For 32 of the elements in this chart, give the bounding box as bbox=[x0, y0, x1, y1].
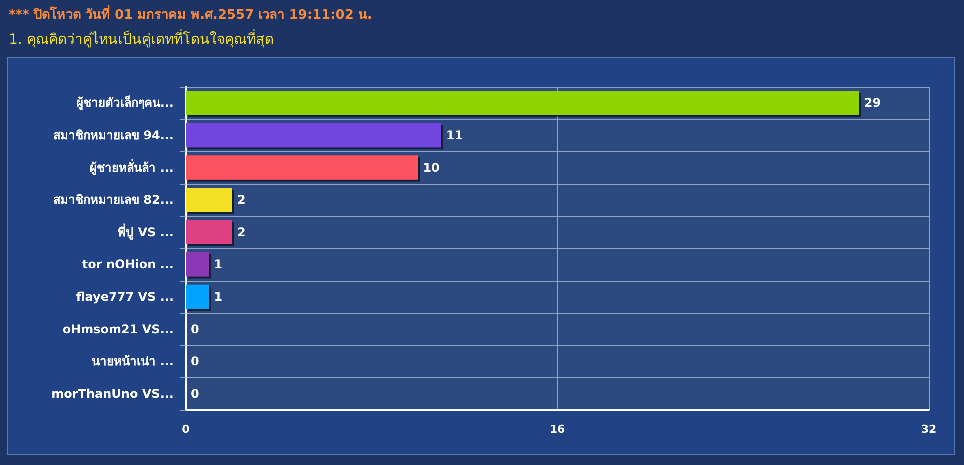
data-label: 1 bbox=[214, 258, 223, 272]
bar bbox=[186, 188, 232, 212]
x-tick-label: 16 bbox=[550, 423, 566, 436]
data-label: 1 bbox=[214, 290, 223, 304]
data-label: 11 bbox=[446, 128, 464, 142]
data-label: 0 bbox=[191, 386, 200, 401]
y-tick-label: นายหน้าเน่า ... bbox=[92, 354, 174, 369]
y-tick-label: tor nOHion ... bbox=[82, 258, 174, 272]
bar bbox=[186, 156, 418, 180]
y-tick-label: สมาชิกหมายเลข 94... bbox=[53, 128, 174, 142]
bar bbox=[186, 284, 210, 310]
y-tick-label: morThanUno VS... bbox=[52, 386, 174, 401]
data-label: 10 bbox=[423, 160, 440, 175]
data-label: 29 bbox=[864, 96, 882, 110]
y-tick-label: ผู้ชายหลั่นล้า ... bbox=[90, 158, 174, 176]
y-tick-label: พี่ปู VS ... bbox=[118, 223, 174, 240]
bar bbox=[186, 220, 232, 244]
x-tick-label: 0 bbox=[182, 423, 190, 436]
bar bbox=[186, 123, 442, 148]
chart-title: 1. คุณคิดว่าคู่ไหนเป็นคู่เดทที่โดนใจคุณที่สุด bbox=[9, 30, 274, 48]
x-tick-label: 32 bbox=[921, 423, 937, 436]
data-label: 0 bbox=[191, 354, 200, 369]
data-label: 2 bbox=[237, 193, 246, 208]
data-label: 2 bbox=[237, 225, 246, 240]
y-tick-label: ผู้ชายตัวเล็กๆคน... bbox=[76, 95, 174, 112]
y-tick-label: flaye777 VS ... bbox=[76, 290, 174, 304]
y-tick-label: สมาชิกหมายเลข 82... bbox=[53, 193, 174, 208]
bar bbox=[186, 91, 860, 116]
y-tick-label: oHmsom21 VS... bbox=[62, 322, 174, 336]
bar bbox=[186, 252, 210, 277]
chart-subtitle: *** ปิดโหวต วันที่ 01 มกราคม พ.ศ.2557 เวลา 19:11:02 น. bbox=[9, 5, 372, 23]
data-label: 0 bbox=[191, 322, 200, 336]
